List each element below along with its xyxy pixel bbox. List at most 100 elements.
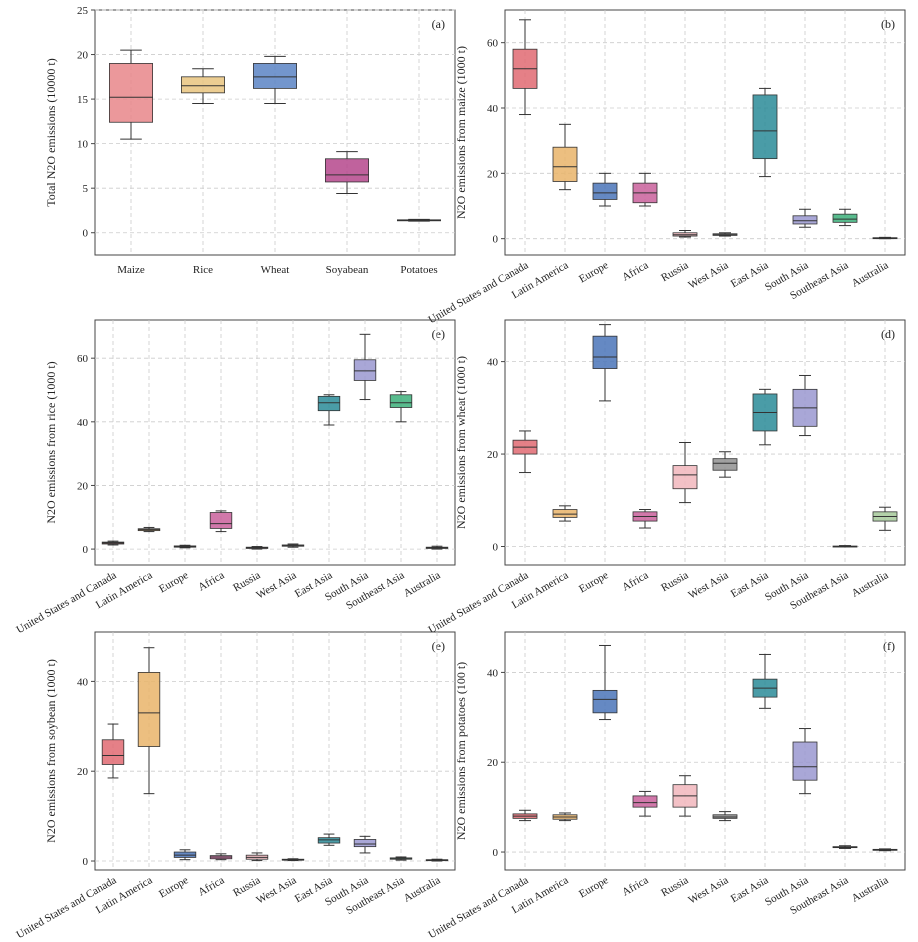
box xyxy=(832,545,858,548)
box xyxy=(101,540,125,546)
box xyxy=(209,853,233,861)
y-tick-label: 20 xyxy=(77,50,89,62)
box xyxy=(592,644,618,721)
y-tick-label: 40 xyxy=(77,676,89,688)
box xyxy=(712,451,738,478)
box-body xyxy=(832,213,858,223)
box-body xyxy=(252,63,297,89)
box xyxy=(389,391,413,423)
box xyxy=(281,858,305,862)
y-tick-label: 40 xyxy=(487,357,499,369)
y-tick-label: 0 xyxy=(83,544,89,556)
box-body xyxy=(592,335,618,369)
box xyxy=(632,172,658,207)
y-tick-label: 20 xyxy=(487,168,499,180)
y-tick-label: 60 xyxy=(487,38,499,50)
box xyxy=(173,544,197,549)
box xyxy=(792,208,818,228)
x-tick-label: Potatoes xyxy=(400,264,437,276)
box-body xyxy=(752,94,778,160)
x-tick-label: Maize xyxy=(117,264,145,276)
x-tick-label: Europe xyxy=(577,569,611,595)
box-body xyxy=(317,395,341,412)
box-body xyxy=(792,215,818,225)
box-body xyxy=(672,465,698,490)
box-body xyxy=(353,359,377,381)
plot-frame xyxy=(94,631,456,871)
box xyxy=(101,723,125,779)
panel-label: (a) xyxy=(432,17,445,31)
y-tick-label: 25 xyxy=(77,5,89,17)
box xyxy=(324,151,369,195)
box xyxy=(252,55,297,105)
panel-label: (e) xyxy=(432,327,445,341)
box xyxy=(592,324,618,402)
box xyxy=(317,394,341,426)
y-tick-label: 0 xyxy=(83,856,89,868)
y-tick-label: 20 xyxy=(77,480,89,492)
x-tick-label: Australia xyxy=(850,569,891,600)
box-body xyxy=(109,63,154,123)
box xyxy=(512,19,538,116)
box xyxy=(245,546,269,550)
box xyxy=(396,218,441,222)
box-body xyxy=(353,839,377,848)
plot-frame xyxy=(504,319,906,566)
box xyxy=(632,790,658,817)
panel-label: (f) xyxy=(883,639,895,653)
box-body xyxy=(180,76,225,94)
box-body xyxy=(712,458,738,471)
box xyxy=(353,835,377,854)
box xyxy=(173,849,197,861)
box xyxy=(752,87,778,178)
x-tick-label: Australia xyxy=(850,874,891,905)
x-tick-label: West Asia xyxy=(686,259,730,291)
box xyxy=(209,510,233,533)
x-tick-label: Africa xyxy=(196,874,226,898)
box-body xyxy=(632,795,658,808)
y-tick-label: 60 xyxy=(77,353,89,365)
box-body xyxy=(592,182,618,200)
box xyxy=(632,509,658,529)
y-tick-label: 0 xyxy=(493,542,499,554)
box-body xyxy=(389,394,413,408)
y-tick-label: 0 xyxy=(493,234,499,246)
box-body xyxy=(209,512,233,529)
y-tick-label: 40 xyxy=(77,417,89,429)
x-tick-label: Australia xyxy=(850,259,891,290)
box-body xyxy=(592,689,618,714)
y-tick-label: 15 xyxy=(77,94,89,106)
x-tick-label: Rice xyxy=(193,264,213,276)
box xyxy=(137,526,161,533)
x-tick-label: West Asia xyxy=(254,874,298,906)
x-tick-label: West Asia xyxy=(254,569,298,601)
y-tick-label: 20 xyxy=(487,757,499,769)
box xyxy=(672,442,698,504)
box xyxy=(353,333,377,401)
box xyxy=(317,833,341,846)
box xyxy=(389,856,413,861)
x-tick-label: Australia xyxy=(402,569,443,600)
box xyxy=(512,809,538,822)
x-tick-label: Africa xyxy=(620,874,650,898)
box-body xyxy=(792,741,818,781)
panel-label: (b) xyxy=(881,17,895,31)
box xyxy=(832,208,858,227)
y-tick-label: 0 xyxy=(83,228,89,240)
box xyxy=(792,374,818,437)
x-tick-label: Europe xyxy=(577,259,611,285)
box xyxy=(792,728,818,795)
box xyxy=(552,505,578,522)
box xyxy=(552,812,578,822)
panel-label: (e) xyxy=(432,639,445,653)
plot-frame xyxy=(504,631,906,871)
box xyxy=(872,236,898,240)
box xyxy=(109,49,154,140)
x-tick-label: Europe xyxy=(157,569,191,595)
box-body xyxy=(101,739,125,765)
y-axis-label: N2O emissions from soybean (1000 t) xyxy=(44,659,58,843)
box xyxy=(552,123,578,191)
y-axis-label: N2O emissions from wheat (1000 t) xyxy=(454,356,468,529)
x-tick-label: West Asia xyxy=(686,874,730,906)
box xyxy=(872,506,898,531)
